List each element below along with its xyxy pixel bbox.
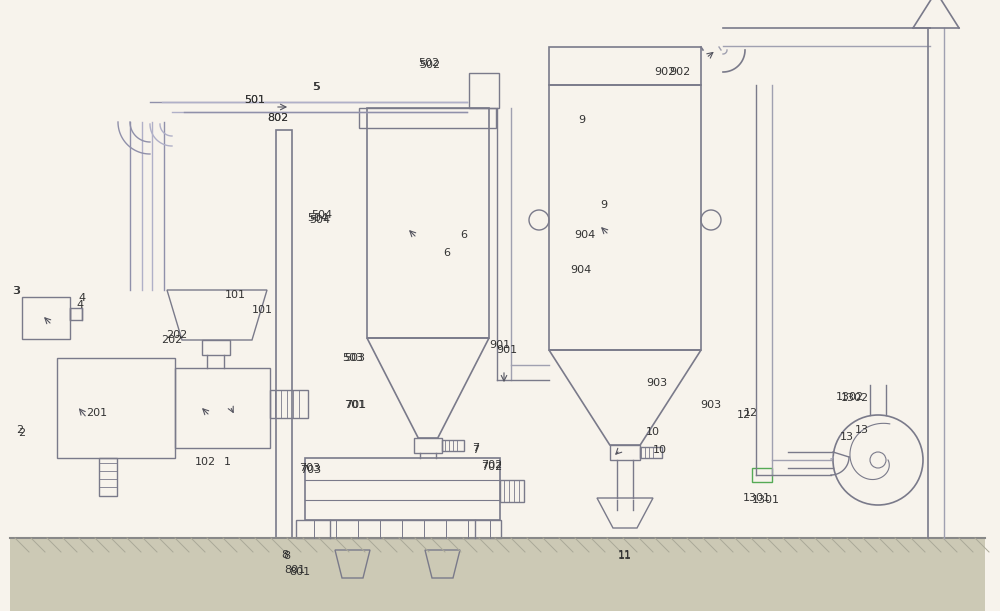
Bar	[367, 108, 489, 338]
Bar	[57, 358, 175, 458]
Text: 2: 2	[18, 428, 26, 438]
Text: 8: 8	[283, 551, 291, 561]
Text: 102: 102	[194, 457, 216, 467]
Text: 9: 9	[600, 200, 608, 210]
Text: 2: 2	[16, 425, 24, 435]
Text: 12: 12	[737, 410, 751, 420]
Bar	[296, 520, 501, 538]
Text: 11: 11	[618, 550, 632, 560]
Text: 7: 7	[472, 445, 480, 455]
Text: 702: 702	[481, 460, 503, 470]
Text: 4: 4	[78, 293, 86, 303]
Text: 703: 703	[300, 465, 322, 475]
Bar	[549, 47, 701, 85]
Text: 903: 903	[646, 378, 668, 388]
Bar	[70, 308, 82, 320]
Text: 5: 5	[314, 82, 320, 92]
Text: 902: 902	[669, 67, 691, 77]
Bar	[359, 108, 496, 128]
Text: 101: 101	[224, 290, 246, 300]
Text: 703: 703	[299, 463, 321, 473]
Text: 6: 6	[460, 230, 468, 240]
Text: 201: 201	[86, 408, 108, 418]
Text: 904: 904	[574, 230, 596, 240]
Text: 4: 4	[76, 300, 84, 310]
Text: 801: 801	[284, 565, 306, 575]
Text: 9: 9	[578, 115, 586, 125]
Text: 502: 502	[418, 58, 440, 68]
Text: 901: 901	[496, 345, 518, 355]
Text: 501: 501	[244, 95, 266, 105]
Text: 801: 801	[289, 567, 311, 577]
Bar	[610, 445, 640, 460]
Text: 904: 904	[570, 265, 592, 275]
Text: 802: 802	[267, 113, 289, 123]
Text: 503: 503	[342, 353, 364, 363]
Bar	[305, 458, 500, 520]
Bar	[549, 85, 701, 350]
Text: 503: 503	[344, 353, 366, 363]
Text: 701: 701	[345, 400, 367, 410]
Bar	[640, 447, 662, 458]
Text: 702: 702	[481, 462, 503, 472]
Text: 3: 3	[14, 286, 20, 296]
Bar	[10, 538, 985, 611]
Text: 504: 504	[309, 215, 331, 225]
Bar	[270, 390, 308, 418]
Text: 13: 13	[840, 432, 854, 442]
Text: 701: 701	[344, 400, 366, 410]
Bar	[442, 440, 464, 451]
Text: 902: 902	[654, 67, 676, 77]
Bar	[752, 468, 772, 482]
Text: 903: 903	[700, 400, 722, 410]
Text: 501: 501	[244, 95, 266, 105]
Bar	[469, 73, 499, 108]
Text: 3: 3	[12, 286, 20, 296]
Text: 101: 101	[252, 305, 272, 315]
Text: 1302: 1302	[841, 393, 869, 403]
Text: 10: 10	[653, 445, 667, 455]
Text: 10: 10	[646, 427, 660, 437]
Text: 11: 11	[618, 551, 632, 561]
Text: 1302: 1302	[836, 392, 864, 402]
Text: 202: 202	[166, 330, 188, 340]
Text: 1301: 1301	[752, 495, 780, 505]
Bar	[99, 458, 117, 496]
Text: 12: 12	[744, 408, 758, 418]
Text: 8: 8	[281, 550, 289, 560]
Text: 5: 5	[312, 82, 320, 92]
Text: 13: 13	[855, 425, 869, 435]
Bar	[175, 368, 270, 448]
Text: 1: 1	[224, 457, 230, 467]
Text: 1301: 1301	[743, 493, 771, 503]
Bar	[414, 438, 442, 453]
Text: 504: 504	[311, 210, 333, 220]
Bar	[276, 130, 292, 538]
Text: 802: 802	[267, 113, 289, 123]
Text: 202: 202	[161, 335, 183, 345]
Bar	[22, 297, 70, 339]
Bar	[500, 480, 524, 502]
Text: 6: 6	[444, 248, 450, 258]
Text: 502: 502	[419, 60, 441, 70]
Text: 504: 504	[307, 213, 329, 223]
Bar	[202, 340, 230, 355]
Text: 7: 7	[472, 443, 480, 453]
Text: 901: 901	[489, 340, 511, 350]
